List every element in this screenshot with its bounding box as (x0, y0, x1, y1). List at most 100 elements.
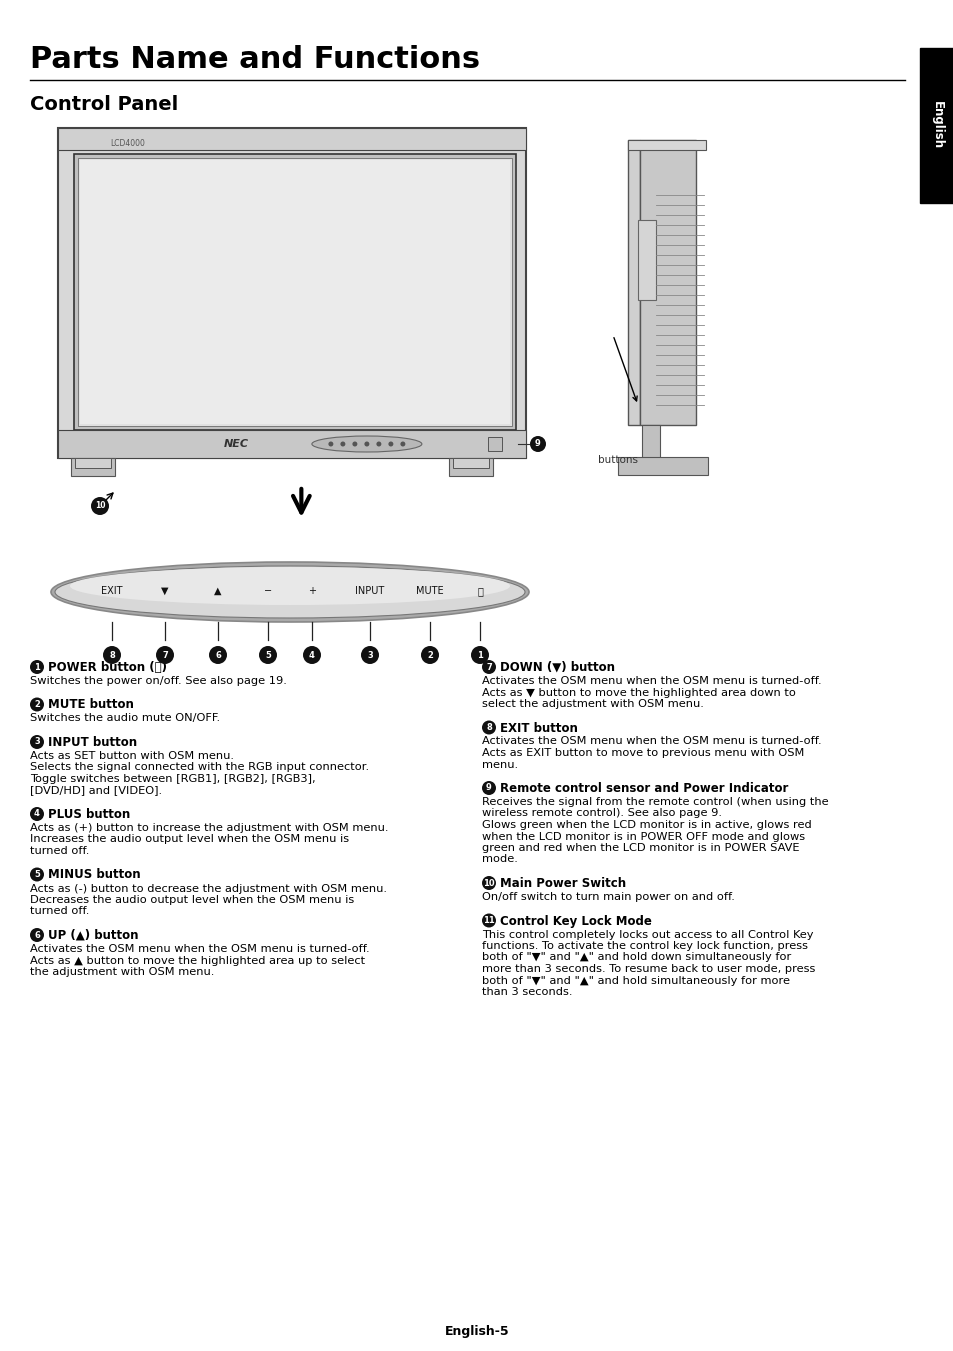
Text: Main Power Switch: Main Power Switch (499, 877, 625, 890)
Bar (58, 128, 525, 458)
Text: turned off.: turned off. (30, 907, 90, 916)
Text: 10: 10 (94, 501, 105, 511)
Text: Switches the power on/off. See also page 19.: Switches the power on/off. See also page… (30, 676, 287, 686)
Text: DOWN (▼) button: DOWN (▼) button (499, 661, 615, 674)
Text: Activates the OSM menu when the OSM menu is turned-off.: Activates the OSM menu when the OSM menu… (481, 736, 821, 747)
Text: English: English (929, 101, 943, 150)
Circle shape (420, 646, 438, 663)
Text: both of "▼" and "▲" and hold simultaneously for more: both of "▼" and "▲" and hold simultaneou… (481, 975, 789, 985)
Text: 4: 4 (309, 650, 314, 659)
Circle shape (328, 442, 333, 446)
Text: EXIT button: EXIT button (499, 721, 578, 735)
Text: Control Key Lock Mode: Control Key Lock Mode (499, 915, 651, 928)
Bar (919, 49, 953, 203)
Text: Acts as SET button with OSM menu.: Acts as SET button with OSM menu. (30, 751, 233, 761)
Text: when the LCD monitor is in POWER OFF mode and glows: when the LCD monitor is in POWER OFF mod… (481, 831, 804, 842)
Text: Decreases the audio output level when the OSM menu is: Decreases the audio output level when th… (30, 894, 354, 905)
Text: Glows green when the LCD monitor is in active, glows red: Glows green when the LCD monitor is in a… (481, 820, 811, 830)
Circle shape (471, 646, 489, 663)
Circle shape (91, 497, 109, 515)
Text: INPUT button: INPUT button (48, 736, 137, 748)
Circle shape (258, 646, 276, 663)
Circle shape (364, 442, 369, 446)
Text: Acts as ▲ button to move the highlighted area up to select: Acts as ▲ button to move the highlighted… (30, 955, 365, 966)
Text: buttons: buttons (598, 455, 638, 465)
Bar (449, 458, 493, 476)
Bar (78, 158, 512, 426)
Text: green and red when the LCD monitor is in POWER SAVE: green and red when the LCD monitor is in… (481, 843, 799, 852)
Text: 8: 8 (486, 723, 492, 732)
Text: ▼: ▼ (161, 586, 169, 596)
Text: English-5: English-5 (444, 1325, 509, 1337)
Text: POWER button (⏻): POWER button (⏻) (48, 661, 167, 674)
Text: Remote control sensor and Power Indicator: Remote control sensor and Power Indicato… (499, 782, 787, 794)
Text: Activates the OSM menu when the OSM menu is turned-off.: Activates the OSM menu when the OSM menu… (481, 676, 821, 686)
Text: 5: 5 (34, 870, 40, 880)
Ellipse shape (70, 567, 510, 605)
Text: +: + (308, 586, 315, 596)
Text: Parts Name and Functions: Parts Name and Functions (30, 45, 479, 74)
Bar (638, 220, 656, 300)
Text: −: − (264, 586, 272, 596)
Text: 8: 8 (109, 650, 114, 659)
Circle shape (400, 442, 405, 446)
Circle shape (481, 781, 496, 794)
Text: 5: 5 (265, 650, 271, 659)
Text: Acts as (-) button to decrease the adjustment with OSM menu.: Acts as (-) button to decrease the adjus… (30, 884, 387, 893)
Bar (639, 141, 696, 426)
Text: 4: 4 (34, 809, 40, 819)
Circle shape (30, 661, 44, 674)
Bar (627, 141, 639, 426)
Text: Control Panel: Control Panel (30, 95, 178, 113)
Bar (641, 426, 659, 459)
Circle shape (481, 875, 496, 890)
Text: Switches the audio mute ON/OFF.: Switches the audio mute ON/OFF. (30, 713, 220, 724)
Text: Selects the signal connected with the RGB input connector.: Selects the signal connected with the RG… (30, 762, 369, 773)
Text: 9: 9 (486, 784, 492, 793)
Text: 11: 11 (482, 916, 495, 925)
Text: 1: 1 (476, 650, 482, 659)
Bar (453, 458, 489, 467)
Text: 2: 2 (34, 700, 40, 709)
Ellipse shape (51, 562, 529, 621)
Text: 7: 7 (162, 650, 168, 659)
Text: 3: 3 (367, 650, 373, 659)
Text: PLUS button: PLUS button (48, 808, 131, 821)
Text: 9: 9 (535, 439, 540, 449)
Circle shape (103, 646, 121, 663)
Ellipse shape (55, 566, 524, 617)
Text: NEC: NEC (223, 439, 248, 449)
Text: 6: 6 (34, 931, 40, 939)
Circle shape (481, 913, 496, 928)
Circle shape (156, 646, 173, 663)
Text: MUTE button: MUTE button (48, 698, 133, 712)
Circle shape (30, 867, 44, 881)
Text: Toggle switches between [RGB1], [RGB2], [RGB3],: Toggle switches between [RGB1], [RGB2], … (30, 774, 315, 784)
Text: functions. To activate the control key lock function, press: functions. To activate the control key l… (481, 942, 807, 951)
Circle shape (209, 646, 227, 663)
Circle shape (30, 807, 44, 821)
Text: mode.: mode. (481, 854, 517, 865)
Text: 6: 6 (214, 650, 221, 659)
Bar (58, 430, 525, 458)
Bar (58, 128, 525, 150)
Text: 10: 10 (482, 878, 495, 888)
Circle shape (30, 735, 44, 748)
Circle shape (376, 442, 381, 446)
Text: LCD4000: LCD4000 (110, 139, 145, 147)
Text: On/off switch to turn main power on and off.: On/off switch to turn main power on and … (481, 892, 734, 902)
Circle shape (352, 442, 357, 446)
Text: turned off.: turned off. (30, 846, 90, 857)
Text: 3: 3 (34, 738, 40, 747)
Circle shape (360, 646, 378, 663)
Text: Increases the audio output level when the OSM menu is: Increases the audio output level when th… (30, 835, 349, 844)
Circle shape (530, 436, 545, 453)
Ellipse shape (312, 436, 421, 453)
Text: MINUS button: MINUS button (48, 869, 140, 881)
Text: ▲: ▲ (214, 586, 221, 596)
Circle shape (30, 928, 44, 942)
Text: 1: 1 (34, 662, 40, 671)
Bar (618, 457, 707, 476)
Text: Activates the OSM menu when the OSM menu is turned-off.: Activates the OSM menu when the OSM menu… (30, 944, 369, 954)
Text: the adjustment with OSM menu.: the adjustment with OSM menu. (30, 967, 214, 977)
